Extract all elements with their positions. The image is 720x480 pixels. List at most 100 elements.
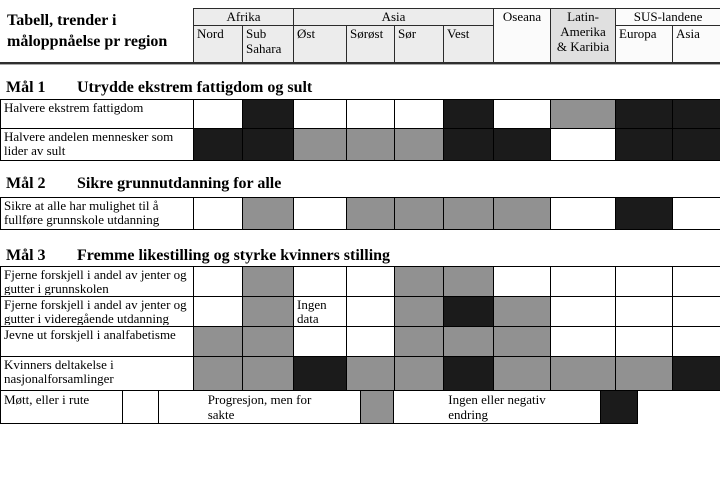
row-label-cell: Sikre at alle har mulighet til å fullfør… — [0, 197, 194, 230]
trend-cell-met — [346, 296, 395, 327]
table-row: Fjerne forskjell i andel av jenter og gu… — [0, 266, 720, 297]
trend-cell-met — [493, 99, 551, 129]
trend-cell-met — [550, 326, 616, 357]
row-label: Fjerne forskjell i andel av jenter og gu… — [4, 298, 187, 325]
trend-cell-met — [672, 266, 720, 297]
trend-cell-slow — [346, 197, 395, 230]
trend-cell-slow — [394, 266, 444, 297]
trend-cell-slow — [293, 128, 347, 161]
legend-label: Ingen eller negativ endring — [448, 392, 546, 422]
trend-cell-none — [615, 128, 673, 161]
table-row: Jevne ut forskjell i analfabetisme — [0, 326, 720, 357]
row-label-cell: Fjerne forskjell i andel av jenter og gu… — [0, 266, 194, 297]
trend-cell-none — [443, 128, 494, 161]
trend-cell-none — [672, 356, 720, 391]
row-label-cell: Halvere ekstrem fattigdom — [0, 99, 194, 129]
trend-cell-slow — [242, 197, 294, 230]
goal-title: Fremme likestilling og styrke kvinners s… — [77, 247, 391, 264]
goal-number: Mål 3 — [6, 247, 46, 264]
trend-cell-met — [672, 326, 720, 357]
region-subheader: Nord — [193, 25, 243, 63]
trend-cell-met — [615, 266, 673, 297]
trend-cell-met — [293, 326, 347, 357]
trend-cell-none — [493, 128, 551, 161]
trend-cell-none — [443, 356, 494, 391]
trend-cell-met — [550, 296, 616, 327]
region-group-header: Latin- Amerika & Karibia — [550, 8, 617, 63]
trend-cell-met — [615, 326, 673, 357]
trend-cell-slow — [443, 266, 494, 297]
row-label: Fjerne forskjell i andel av jenter og gu… — [4, 268, 187, 295]
trend-cell-met — [293, 99, 347, 129]
row-label-cell: Kvinners deltakelse i nasjonalforsamling… — [0, 356, 194, 391]
table-row: Fjerne forskjell i andel av jenter og gu… — [0, 296, 720, 327]
goal-heading: Mål 1 Utrydde ekstrem fattigdom og sult — [0, 79, 720, 97]
trend-cell-none — [242, 99, 294, 129]
goal-title: Utrydde ekstrem fattigdom og sult — [77, 79, 313, 96]
page-title: Tabell, trender i måloppnåelse pr region — [7, 12, 168, 50]
legend-row: Møtt, eller i rute Progresjon, men for sa… — [0, 390, 638, 424]
trend-cell-met — [293, 266, 347, 297]
trend-cell-none — [672, 99, 720, 129]
trend-cell-met — [550, 266, 616, 297]
trend-cell-slow — [346, 128, 395, 161]
trend-cell-met — [550, 128, 616, 161]
trend-cell-slow — [394, 197, 444, 230]
trend-cell-met — [193, 296, 243, 327]
trend-cell-slow — [493, 296, 551, 327]
goal-number: Mål 2 — [6, 175, 46, 192]
region-subheader: Vest — [442, 25, 495, 63]
row-label-cell: Fjerne forskjell i andel av jenter og gu… — [0, 296, 194, 327]
region-subheader: Sør — [394, 25, 444, 63]
goal-heading: Mål 3 Fremme likestilling og styrke kvinn… — [0, 247, 720, 265]
table-row: Halvere andelen mennesker som lider av s… — [0, 128, 720, 161]
goal-table: Halvere ekstrem fattigdom Halvere andelen… — [0, 99, 720, 161]
region-group-header: Oseana — [493, 8, 552, 63]
header-divider — [0, 62, 720, 65]
trend-cell-met — [346, 99, 395, 129]
legend-label-cell: Ingen eller negativ endring — [393, 390, 601, 424]
trend-cell-met — [193, 266, 243, 297]
trend-cell-slow — [443, 197, 494, 230]
trend-cell-none — [443, 99, 494, 129]
row-label: Halvere ekstrem fattigdom — [4, 101, 144, 115]
trend-cell-slow — [493, 326, 551, 357]
no-data-cell: Ingen data — [293, 296, 347, 327]
trend-cell-slow — [394, 356, 444, 391]
trend-cell-slow — [443, 326, 494, 357]
trend-cell-met — [672, 197, 720, 230]
trend-cell-met — [672, 296, 720, 327]
trend-cell-slow — [615, 356, 673, 391]
row-label: Kvinners deltakelse i nasjonalforsamling… — [4, 358, 114, 386]
trend-cell-slow — [193, 326, 243, 357]
trend-cell-met — [615, 296, 673, 327]
region-group-header: Asia — [292, 8, 495, 26]
trend-cell-slow — [242, 356, 294, 391]
row-label-cell: Halvere andelen mennesker som lider av s… — [0, 128, 194, 161]
goal-table: Fjerne forskjell i andel av jenter og gu… — [0, 266, 720, 391]
trend-cell-none — [193, 128, 243, 161]
trend-cell-none — [242, 128, 294, 161]
legend-label-cell: Progresjon, men for sakte — [158, 390, 361, 424]
trend-cell-none — [615, 99, 673, 129]
trend-cell-slow — [550, 356, 616, 391]
trend-cell-slow — [394, 326, 444, 357]
header-group-row: Afrika Asia Oseana Latin- Amerika & Karibia… — [193, 8, 720, 63]
goal-title: Sikre grunnutdanning for alle — [77, 175, 282, 192]
region-header-table: Afrika Asia Oseana Latin- Amerika & Karibia… — [193, 8, 720, 63]
region-subheader: Sub Sahara — [242, 25, 294, 63]
trend-cell-slow — [346, 356, 395, 391]
trend-cell-met — [346, 326, 395, 357]
trend-cell-slow — [394, 128, 444, 161]
goal-number: Mål 1 — [6, 79, 46, 96]
row-label: Sikre at alle har mulighet til å fullfør… — [4, 199, 160, 227]
legend-swatch-met — [122, 390, 159, 424]
trend-cell-none — [293, 356, 347, 391]
trend-cell-slow — [493, 197, 551, 230]
trend-cell-met — [394, 99, 444, 129]
legend-label: Progresjon, men for sakte — [207, 392, 312, 422]
region-subheader: Sørøst — [346, 25, 395, 63]
row-label: Jevne ut forskjell i analfabetisme — [4, 328, 176, 342]
table-row: Halvere ekstrem fattigdom — [0, 99, 720, 129]
